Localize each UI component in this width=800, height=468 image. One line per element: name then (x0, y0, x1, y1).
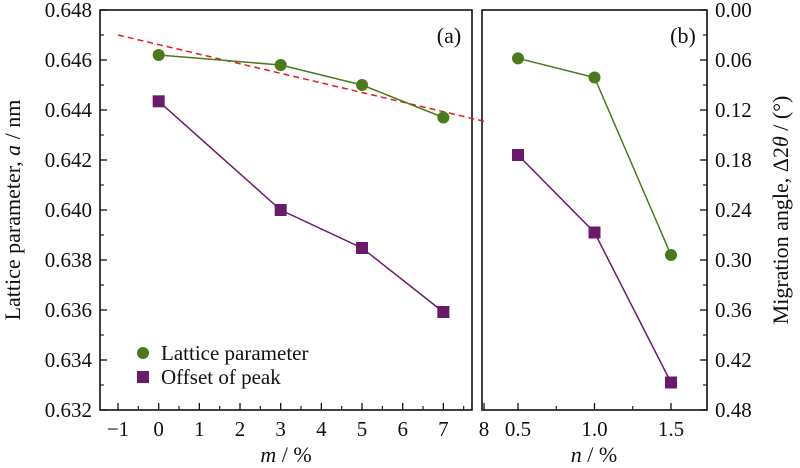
panel-b-label: (b) (670, 23, 696, 48)
y-tick-label-right: 0.12 (715, 98, 752, 122)
x-axis-label-b: n / % (571, 442, 617, 467)
offset-a-point (152, 95, 165, 108)
lattice-a-point (274, 59, 287, 71)
offset-b-point (588, 226, 601, 239)
x-axis-label-a: m / % (260, 442, 311, 467)
x-tick-label-a: 4 (316, 417, 327, 441)
x-tick-label-b: 0.5 (505, 417, 531, 441)
y-tick-label-left: 0.648 (45, 0, 92, 22)
y-tick-label-left: 0.640 (45, 198, 92, 222)
x-tick-label-a: 1 (194, 417, 205, 441)
legend-marker-offset (137, 371, 149, 383)
offset-b-line (517, 154, 672, 383)
y-tick-label-left: 0.636 (45, 298, 92, 322)
trend-line (117, 34, 485, 122)
y-axis-label-left: Lattice parameter, a / nm (0, 100, 25, 321)
offset-b-point (512, 149, 524, 161)
y-tick-label-left: 0.644 (45, 98, 93, 122)
y-tick-label-left: 0.638 (45, 248, 92, 272)
legend: Lattice parameter Offset of peak (137, 341, 308, 389)
lattice-b-point (588, 71, 601, 84)
y-axis-label-right: Migration angle, Δ2θ / (°) (768, 96, 793, 325)
y-tick-label-right: 0.36 (715, 298, 752, 322)
offset-a-point (356, 242, 369, 254)
lattice-b-point (512, 52, 524, 65)
y-tick-label-left: 0.634 (45, 348, 93, 372)
x-tick-label-a: 6 (397, 417, 408, 441)
panel-a-ticks: −1 0 1 2 3 4 5 6 7 8 0.632 0.634 0.636 0.638 0.640 0.64… (45, 0, 490, 441)
legend-label-offset: Offset of peak (161, 365, 281, 389)
chart-marks (117, 34, 677, 389)
x-tick-label-a: 5 (357, 417, 368, 441)
lattice-a-line (158, 54, 444, 119)
x-tick-label-a: 8 (479, 417, 490, 441)
lattice-b-line (517, 57, 672, 256)
x-tick-label-a: 0 (153, 417, 164, 441)
x-tick-label-a: 7 (438, 417, 449, 441)
y-tick-label-right: 0.24 (715, 198, 752, 222)
panel-a-label: (a) (437, 23, 461, 48)
legend-marker-lattice (137, 347, 149, 359)
y-tick-label-right: 0.42 (715, 348, 752, 372)
x-tick-label-a: −1 (107, 417, 129, 441)
lattice-a-point (152, 49, 165, 61)
y-tick-label-right: 0.30 (715, 248, 752, 272)
legend-label-lattice: Lattice parameter (161, 341, 308, 365)
offset-b-point (665, 376, 677, 389)
offset-a-point (274, 204, 287, 216)
y-tick-label-left: 0.632 (45, 398, 92, 422)
y-tick-label-right: 0.00 (715, 0, 752, 22)
x-tick-label-a: 3 (275, 417, 286, 441)
panel-b-ticks: 0.5 1.0 1.5 0.00 0.06 0.12 0.18 0.24 0.30 0.36 0.4… (505, 0, 752, 441)
x-tick-label-b: 1.5 (658, 417, 684, 441)
lattice-a-point (437, 111, 450, 124)
lattice-a-point (356, 79, 369, 91)
panel-b-frame (481, 9, 708, 411)
y-tick-label-right: 0.18 (715, 148, 752, 172)
y-tick-label-right: 0.06 (715, 48, 752, 72)
y-tick-label-left: 0.646 (45, 48, 92, 72)
y-tick-label-right: 0.48 (715, 398, 752, 422)
offset-a-line (158, 100, 444, 313)
offset-a-point (437, 306, 450, 318)
x-tick-label-b: 1.0 (581, 417, 607, 441)
y-tick-label-left: 0.642 (45, 148, 92, 172)
x-tick-label-a: 2 (235, 417, 246, 441)
lattice-b-point (665, 249, 677, 261)
